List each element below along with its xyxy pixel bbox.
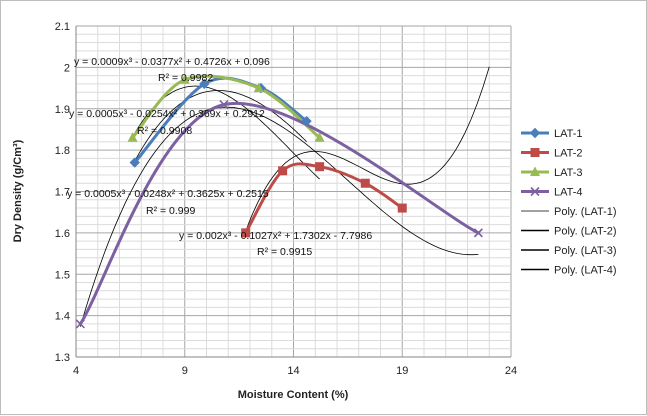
r2-lat-1: R² = 0.9908 <box>137 125 192 137</box>
point-lat-3 <box>253 82 264 93</box>
legend-label-trend-1: Poly. (LAT-1) <box>554 206 617 218</box>
legend-label-trend-3: Poly. (LAT-3) <box>554 245 617 257</box>
equation-lat-3: y = 0.0009x³ - 0.0377x² + 0.4726x + 0.09… <box>74 56 270 68</box>
point-lat-4 <box>75 319 85 329</box>
legend-label-lat-1: LAT-1 <box>554 128 583 140</box>
point-lat-4 <box>219 100 229 110</box>
point-lat-1 <box>199 78 210 90</box>
y-tick-label: 2 <box>64 62 70 74</box>
y-tick-label: 1.6 <box>55 228 70 240</box>
point-lat-2 <box>360 178 370 188</box>
r2-lat-3: R² = 0.9982 <box>158 72 213 84</box>
point-lat-1 <box>129 157 140 168</box>
point-lat-3 <box>127 132 138 142</box>
equation-lat-2: y = 0.002x³ - 0.1027x² + 1.7302x - 7.798… <box>179 230 372 242</box>
equation-lat-1: y = 0.0005x³ - 0.0254x² + 0.369x + 0.291… <box>69 108 265 120</box>
legend: LAT-1 LAT-2 LAT-3 LAT-4 Poly. (LAT-1) Poly. (… <box>521 127 617 277</box>
series-line-lat-3 <box>131 74 322 140</box>
x-tick-label: 14 <box>287 365 299 377</box>
legend-marker-lat-2 <box>530 148 540 157</box>
y-tick-label: 1.7 <box>55 187 70 199</box>
x-tick-label: 9 <box>182 365 188 377</box>
legend-marker-lat-4 <box>530 186 540 197</box>
point-lat-3 <box>314 132 325 142</box>
y-tick-label: 1.3 <box>55 352 70 364</box>
trendline-equations: y = 0.0009x³ - 0.0377x² + 0.4726x + 0.09… <box>67 56 372 258</box>
legend-label-trend-4: Poly. (LAT-4) <box>554 265 617 277</box>
legend-marker-lat-1 <box>529 127 541 139</box>
point-lat-2 <box>315 162 325 172</box>
axes <box>75 26 511 358</box>
y-tick-label: 1.5 <box>55 269 70 281</box>
trendline-1 <box>134 90 307 162</box>
series-markers <box>75 74 483 329</box>
trendline-2 <box>245 66 490 232</box>
x-tick-label: 24 <box>505 365 517 377</box>
x-tick-label: 4 <box>73 365 79 377</box>
y-axis-title: Dry Density (g/Cm³) <box>12 139 24 242</box>
r2-lat-2: R² = 0.9915 <box>257 246 312 258</box>
point-lat-4 <box>473 228 483 238</box>
point-lat-2 <box>241 228 251 238</box>
point-lat-1 <box>301 115 312 127</box>
legend-marker-lat-3 <box>530 166 540 176</box>
r2-lat-4: R² = 0.999 <box>146 205 195 217</box>
point-lat-3 <box>179 74 190 84</box>
legend-label-lat-4: LAT-4 <box>554 187 583 199</box>
legend-label-trend-2: Poly. (LAT-2) <box>554 226 617 238</box>
legend-label-lat-3: LAT-3 <box>554 167 583 179</box>
x-axis-title: Moisture Content (%) <box>238 389 349 401</box>
y-tick-label: 1.9 <box>55 104 70 116</box>
series-line-lat-2 <box>244 162 404 235</box>
x-tick-label: 19 <box>396 365 408 377</box>
tick-labels: 4 9 14 19 24 1.3 1.4 1.5 1.6 1.7 1.8 1.9 2 2.1 <box>55 21 517 377</box>
y-tick-label: 1.8 <box>55 145 70 157</box>
point-lat-2 <box>397 203 407 213</box>
y-tick-label: 2.1 <box>55 21 70 33</box>
point-lat-2 <box>278 166 288 176</box>
y-tick-label: 1.4 <box>55 311 70 323</box>
legend-label-lat-2: LAT-2 <box>554 148 583 160</box>
trendline-4 <box>80 106 479 327</box>
equation-lat-4: y = 0.0005x³ - 0.0248x² + 0.3625x + 0.25… <box>67 188 269 200</box>
